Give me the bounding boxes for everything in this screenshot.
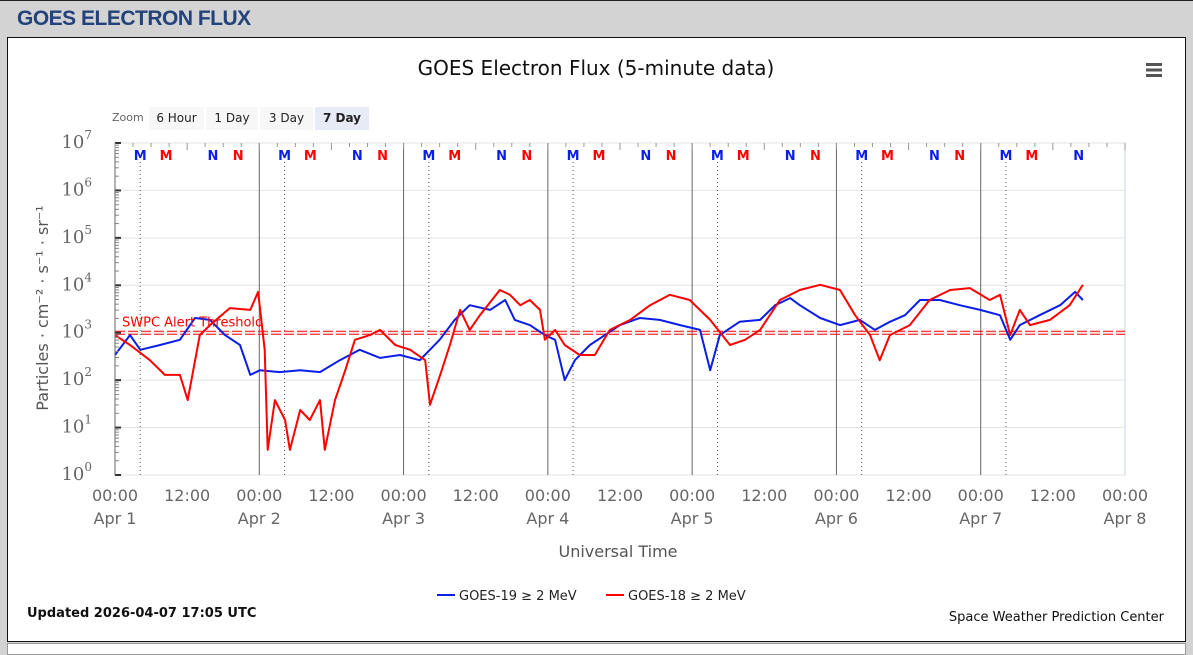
x-tick-time: 12:00 xyxy=(741,486,787,505)
marker-m: M xyxy=(881,149,894,164)
y-tick-label: 107 xyxy=(61,128,92,153)
y-tick-label: 101 xyxy=(61,413,92,438)
zoom-button-label[interactable]: 6 Hour xyxy=(156,111,196,125)
marker-m: M xyxy=(1025,149,1038,164)
zoom-button-3-day[interactable]: 3 Day xyxy=(260,107,313,130)
marker-m: M xyxy=(592,149,605,164)
marker-n: N xyxy=(640,149,651,164)
zoom-button-label[interactable]: 3 Day xyxy=(269,111,304,125)
x-tick-time: 00:00 xyxy=(381,486,427,505)
x-tick-time: 12:00 xyxy=(453,486,499,505)
x-tick-time: 00:00 xyxy=(92,486,138,505)
marker-n: N xyxy=(208,149,219,164)
marker-m: M xyxy=(448,149,461,164)
x-tick-time: 00:00 xyxy=(1102,486,1148,505)
marker-n: N xyxy=(521,149,532,164)
legend-item-goes19[interactable]: GOES-19 ≥ 2 MeV xyxy=(437,589,577,604)
x-tick-time: 00:00 xyxy=(236,486,282,505)
x-tick-time: 12:00 xyxy=(308,486,354,505)
marker-m: M xyxy=(134,149,147,164)
legend-item-goes18[interactable]: GOES-18 ≥ 2 MeV xyxy=(606,589,746,604)
marker-m: M xyxy=(304,149,317,164)
marker-n: N xyxy=(929,149,940,164)
marker-m: M xyxy=(567,149,580,164)
y-tick-label: 106 xyxy=(61,175,92,200)
x-tick-date: Apr 1 xyxy=(94,509,137,528)
y-tick-label: 102 xyxy=(61,365,92,390)
chart-title: GOES Electron Flux (5-minute data) xyxy=(418,56,775,80)
threshold-label: SWPC Alert Threshold xyxy=(122,316,263,331)
zoom-button-label[interactable]: 7 Day xyxy=(323,111,361,125)
marker-m: M xyxy=(422,149,435,164)
y-tick-label: 105 xyxy=(61,223,92,248)
x-tick-time: 12:00 xyxy=(886,486,932,505)
marker-n: N xyxy=(496,149,507,164)
x-tick-time: 12:00 xyxy=(164,486,210,505)
x-tick-date: Apr 6 xyxy=(815,509,858,528)
zoom-button-6-hour[interactable]: 6 Hour xyxy=(149,107,204,130)
credit-text: Space Weather Prediction Center xyxy=(949,610,1165,625)
marker-n: N xyxy=(377,149,388,164)
legend-label[interactable]: GOES-18 ≥ 2 MeV xyxy=(628,589,746,604)
zoom-button-7-day[interactable]: 7 Day xyxy=(315,107,369,130)
marker-m: M xyxy=(999,149,1012,164)
marker-n: N xyxy=(233,149,244,164)
marker-m: M xyxy=(160,149,173,164)
zoom-button-1-day[interactable]: 1 Day xyxy=(206,107,258,130)
marker-n: N xyxy=(1073,149,1084,164)
marker-n: N xyxy=(810,149,821,164)
y-tick-label: 103 xyxy=(61,318,92,343)
x-tick-time: 00:00 xyxy=(525,486,571,505)
x-tick-date: Apr 4 xyxy=(526,509,569,528)
x-tick-time: 12:00 xyxy=(597,486,643,505)
x-tick-time: 00:00 xyxy=(669,486,715,505)
x-tick-date: Apr 8 xyxy=(1104,509,1147,528)
x-tick-date: Apr 7 xyxy=(959,509,1002,528)
x-tick-date: Apr 3 xyxy=(382,509,425,528)
marker-m: M xyxy=(278,149,291,164)
hamburger-menu-icon[interactable] xyxy=(1146,63,1162,77)
y-axis-title: Particles · cm⁻² · s⁻¹ · sr⁻¹ xyxy=(33,205,52,410)
x-tick-date: Apr 2 xyxy=(238,509,281,528)
x-tick-date: Apr 5 xyxy=(671,509,714,528)
x-axis-title: Universal Time xyxy=(558,542,677,561)
updated-timestamp: Updated 2026-04-07 17:05 UTC xyxy=(27,606,256,621)
marker-n: N xyxy=(352,149,363,164)
zoom-button-label[interactable]: 1 Day xyxy=(214,111,249,125)
zoom-label: Zoom xyxy=(112,111,144,124)
marker-n: N xyxy=(666,149,677,164)
series-line-goes18 xyxy=(115,285,1083,450)
marker-m: M xyxy=(737,149,750,164)
marker-m: M xyxy=(711,149,724,164)
x-tick-time: 12:00 xyxy=(1030,486,1076,505)
x-tick-time: 00:00 xyxy=(958,486,1004,505)
marker-n: N xyxy=(954,149,965,164)
y-tick-label: 100 xyxy=(61,460,92,485)
legend-label[interactable]: GOES-19 ≥ 2 MeV xyxy=(459,589,577,604)
x-tick-time: 00:00 xyxy=(813,486,859,505)
marker-m: M xyxy=(855,149,868,164)
marker-n: N xyxy=(785,149,796,164)
y-tick-label: 104 xyxy=(61,270,92,295)
